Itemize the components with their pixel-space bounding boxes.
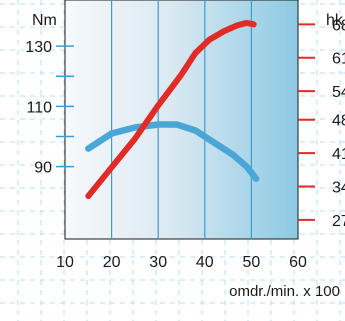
x-axis-title: omdr./min. x 100: [229, 283, 340, 300]
right-axis-unit: hk: [326, 12, 344, 29]
right-axis: hk68 61 54 48 41 34 27: [298, 12, 345, 230]
right-tick-label: 41: [332, 146, 345, 163]
plot-background: [64, 0, 299, 240]
right-tick-label: 48: [332, 113, 345, 130]
left-tick-label: 130: [25, 39, 52, 56]
right-tick-label: 61: [332, 51, 345, 68]
left-axis: Nm 130 110 90: [25, 12, 74, 177]
power-series-line: [85, 19, 257, 200]
x-tick-label: 40: [196, 254, 214, 271]
series-layer: [85, 19, 260, 200]
torque-series-line: [85, 121, 260, 182]
right-tick-label: 54: [332, 84, 345, 101]
x-tick-label: 20: [103, 254, 121, 271]
right-tick-label: 34: [332, 180, 345, 197]
x-tick-label: 60: [289, 254, 307, 271]
left-tick-label: 90: [34, 160, 52, 177]
x-tick-label: 30: [149, 254, 167, 271]
left-tick-label: 110: [26, 99, 52, 116]
x-tick-label: 10: [56, 254, 74, 271]
x-tick-label: 50: [243, 254, 261, 271]
x-axis: 10 20 30 40 50 60 omdr./min. x 100: [56, 254, 340, 300]
right-tick-label: 27: [332, 213, 345, 230]
left-axis-unit: Nm: [32, 12, 57, 29]
vertical-gridlines: [110, 0, 252, 239]
right-tick-label: 68: [332, 17, 345, 34]
